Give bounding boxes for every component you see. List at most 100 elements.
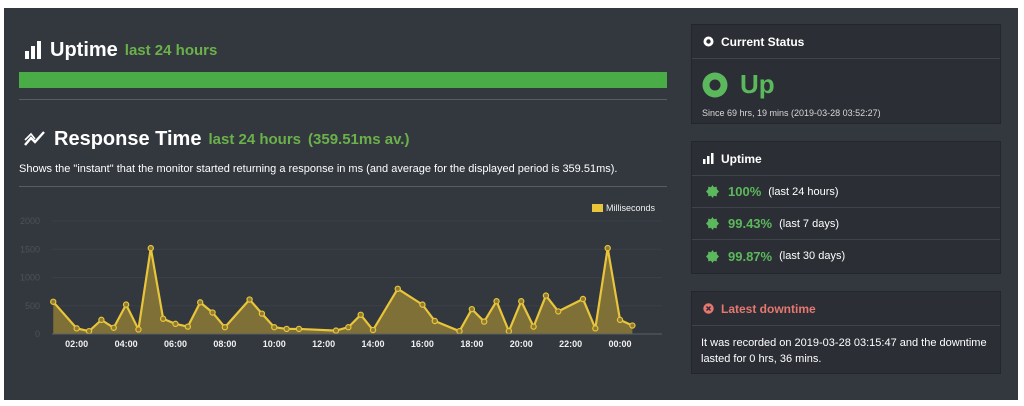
data-point (50, 298, 57, 305)
uptime-pct: 99.87% (728, 248, 773, 264)
y-tick-label: 2000 (20, 216, 40, 226)
data-point (480, 318, 488, 325)
current-status-body: Up Since 69 hrs, 19 mins (2019-03-28 03:… (692, 59, 1000, 118)
data-point (419, 301, 426, 308)
data-point (369, 326, 377, 334)
bar-chart-icon (703, 153, 714, 164)
response-heading: Response Time last 24 hours (359.51ms av… (24, 126, 409, 152)
data-point (456, 327, 463, 335)
uptime-title: Uptime (50, 38, 118, 61)
response-average: (359.51ms av.) (308, 130, 410, 148)
record-icon (703, 36, 714, 47)
data-point (493, 298, 500, 305)
badge-icon (706, 185, 719, 198)
uptime-row: 100% (last 24 hours) (692, 176, 1000, 208)
x-tick-label: 12:00 (312, 339, 335, 349)
data-point (530, 323, 537, 330)
status-up-icon (702, 72, 728, 97)
series-area (53, 248, 633, 334)
series-line (52, 247, 633, 333)
data-point (209, 309, 216, 316)
x-tick-label: 22:00 (559, 339, 582, 349)
data-point (147, 244, 154, 252)
uptime-period-label: (last 24 hours) (768, 185, 839, 198)
latest-downtime-text: It was recorded on 2019-03-28 03:15:47 a… (701, 337, 987, 365)
x-tick-label: 20:00 (510, 339, 533, 349)
data-point (345, 324, 352, 331)
uptime-period-label: (last 30 days) (779, 250, 846, 262)
response-time-chart: 0 500 1000 1500 2000 02:00 04:00 06:00 08:00 10:0… (19, 189, 667, 349)
data-point (332, 327, 340, 334)
response-description: Shows the "instant" that the monitor sta… (19, 163, 618, 175)
uptime-panel-title: Uptime (721, 151, 762, 166)
data-point (159, 315, 167, 322)
data-point (135, 326, 142, 333)
latest-downtime-panel: Latest downtime It was recorded on 2019-… (691, 291, 1001, 374)
data-point (196, 299, 204, 306)
data-point (542, 292, 550, 299)
legend-label: Milliseconds (606, 203, 656, 213)
x-tick-label: 10:00 (263, 339, 286, 349)
x-tick-label: 06:00 (164, 339, 187, 349)
latest-downtime-title: Latest downtime (721, 301, 816, 316)
data-point (172, 320, 179, 328)
x-tick-label: 00:00 (609, 339, 632, 349)
data-point (258, 310, 266, 317)
data-point (184, 323, 192, 330)
uptime-row: 99.87% (last 30 days) (692, 240, 1000, 272)
uptime-progress-bar (19, 72, 667, 88)
data-point (295, 325, 303, 333)
uptime-heading: Uptime last 24 hours (24, 39, 217, 61)
uptime-period-label: (last 7 days) (779, 217, 840, 230)
uptime-panel-header: Uptime (692, 142, 1000, 176)
status-value: Up (740, 69, 775, 99)
data-point (357, 311, 364, 318)
data-point (468, 305, 476, 313)
data-point (122, 301, 130, 308)
data-point (394, 285, 401, 293)
response-time-chart-svg: 0 500 1000 1500 2000 02:00 04:00 06:00 08:00 10:0… (20, 203, 662, 349)
chart-divider (19, 186, 667, 187)
data-point (518, 298, 525, 305)
uptime-period: last 24 hours (124, 41, 218, 59)
uptime-progress-fill (19, 72, 667, 88)
data-point (629, 322, 636, 329)
data-point (592, 325, 599, 332)
x-tick-label: 14:00 (362, 339, 385, 349)
current-status-title: Current Status (721, 34, 805, 49)
x-tick-label: 02:00 (65, 339, 88, 349)
y-tick-label: 500 (25, 301, 40, 311)
uptime-panel: Uptime 100% (last 24 hours) 99.43% (last 7 … (691, 141, 1001, 274)
uptime-row: 99.43% (last 7 days) (692, 208, 1000, 240)
data-point (616, 316, 624, 324)
y-tick-label: 0 (35, 329, 40, 339)
data-point (221, 324, 229, 331)
data-point (85, 327, 93, 335)
uptime-pct: 99.43% (728, 216, 773, 231)
y-tick-label: 1000 (20, 273, 40, 283)
data-point (604, 244, 611, 252)
bar-chart-icon (25, 41, 41, 59)
x-tick-label: 18:00 (460, 339, 483, 349)
x-tick-label: 08:00 (213, 339, 236, 349)
badge-icon (706, 217, 719, 230)
badge-icon (706, 249, 719, 263)
data-point (110, 324, 117, 331)
current-status-header: Current Status (692, 25, 1000, 59)
left-column: Uptime last 24 hours Response Time last … (19, 8, 667, 400)
latest-downtime-header: Latest downtime (692, 292, 1000, 326)
data-point (73, 325, 80, 332)
data-point (271, 324, 278, 331)
x-tick-label: 16:00 (411, 339, 434, 349)
data-point (579, 295, 587, 303)
data-point (431, 317, 438, 325)
data-point (283, 325, 290, 333)
current-status-panel: Current Status Up Since 69 hrs, 19 mins … (691, 24, 1001, 124)
trend-line-icon (24, 131, 45, 146)
uptime-list: 100% (last 24 hours) 99.43% (last 7 days) 99… (692, 176, 1000, 272)
legend-swatch (592, 204, 603, 212)
data-point (98, 316, 105, 324)
x-tick-label: 04:00 (115, 339, 138, 349)
response-period: last 24 hours (208, 130, 302, 148)
y-tick-label: 1500 (20, 244, 40, 254)
